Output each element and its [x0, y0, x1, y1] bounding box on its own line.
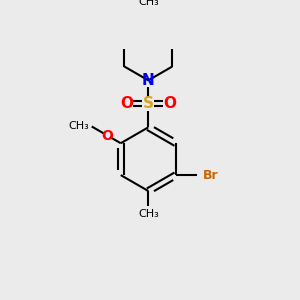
Text: CH₃: CH₃	[68, 122, 89, 131]
Text: O: O	[120, 96, 133, 111]
Text: CH₃: CH₃	[138, 209, 159, 220]
Text: O: O	[164, 96, 177, 111]
Text: Br: Br	[203, 169, 218, 182]
Text: N: N	[142, 73, 155, 88]
Text: CH₃: CH₃	[138, 0, 159, 7]
Text: O: O	[102, 129, 114, 143]
Text: S: S	[143, 96, 154, 111]
